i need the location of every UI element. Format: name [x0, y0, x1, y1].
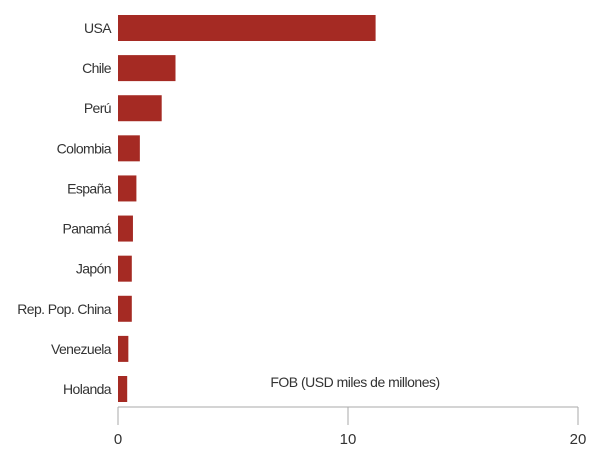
category-label: Japón — [76, 261, 111, 277]
category-label: Holanda — [63, 381, 112, 397]
x-tick-label: 20 — [570, 431, 587, 448]
category-label: Colombia — [57, 140, 112, 156]
x-axis-label: FOB (USD miles de millones) — [270, 374, 439, 390]
bar-panam- — [118, 215, 133, 242]
bar-rep-pop-china — [118, 295, 132, 322]
category-label: Chile — [82, 60, 112, 76]
bar-chile — [118, 55, 176, 82]
category-label: Panamá — [62, 221, 111, 237]
x-axis-ticks: 0 10 20 — [114, 407, 587, 448]
category-label: Perú — [84, 100, 111, 116]
x-tick-label: 0 — [114, 431, 122, 448]
bar-usa — [118, 15, 376, 41]
x-tick-label: 10 — [340, 431, 357, 448]
category-label: España — [67, 180, 112, 196]
category-label: Rep. Pop. China — [17, 301, 112, 317]
bar-jap-n — [118, 255, 132, 282]
bar-per- — [118, 95, 162, 122]
category-label: Venezuela — [51, 341, 112, 357]
bar-colombia — [118, 135, 140, 162]
bars-group — [118, 15, 376, 402]
category-labels: USA Chile Perú Colombia España Panamá Japón Rep… — [17, 20, 113, 397]
bar-espa-a — [118, 175, 137, 202]
bar-venezuela — [118, 335, 129, 362]
category-label: USA — [84, 20, 112, 36]
bar-holanda — [118, 376, 128, 402]
